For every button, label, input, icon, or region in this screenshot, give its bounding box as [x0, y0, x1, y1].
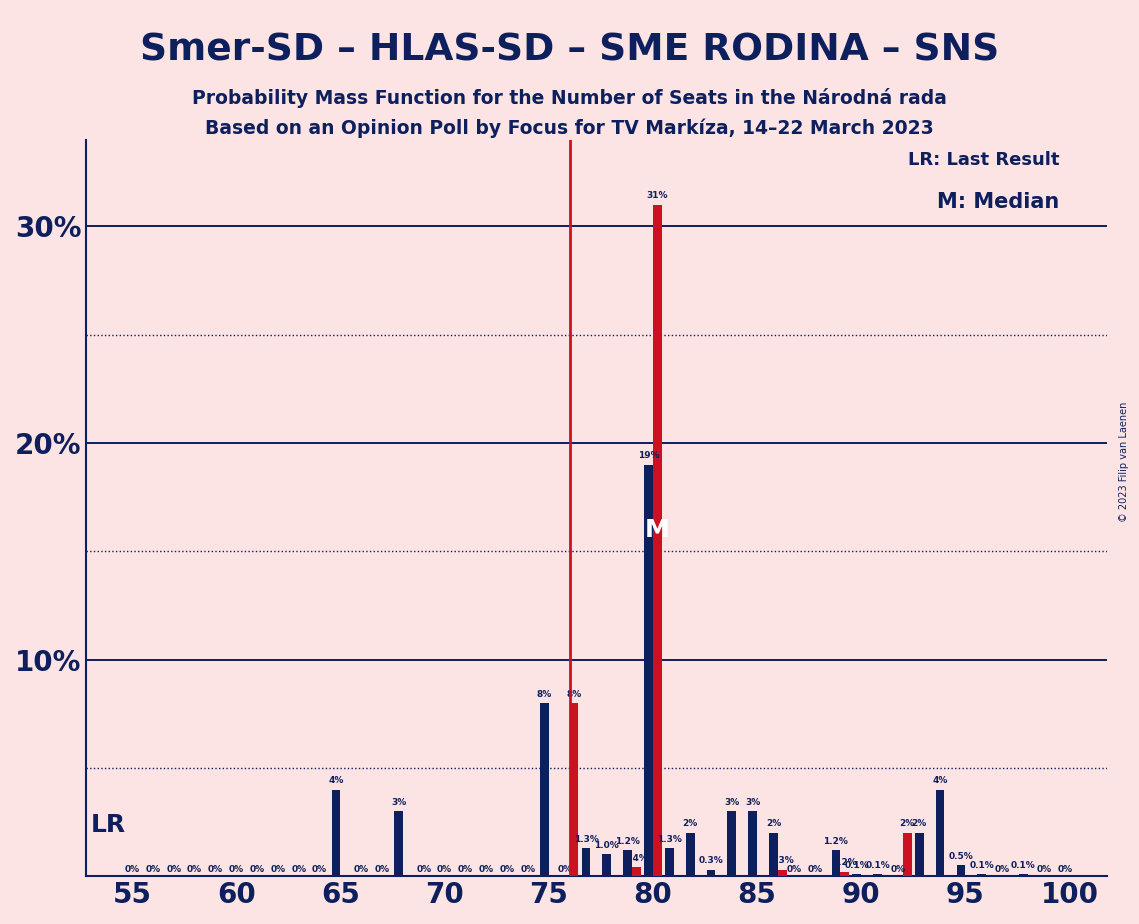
Text: 19%: 19% — [638, 451, 659, 460]
Bar — [570, 703, 579, 876]
Bar — [936, 789, 944, 876]
Text: 4%: 4% — [933, 776, 948, 785]
Bar — [874, 874, 882, 876]
Bar — [632, 868, 641, 876]
Text: 2%: 2% — [765, 820, 781, 829]
Text: 0%: 0% — [187, 866, 203, 874]
Bar — [394, 811, 403, 876]
Text: 1.2%: 1.2% — [823, 837, 849, 845]
Bar — [915, 833, 924, 876]
Text: © 2023 Filip van Laenen: © 2023 Filip van Laenen — [1120, 402, 1129, 522]
Bar — [841, 872, 849, 876]
Bar — [778, 869, 787, 876]
Text: 0.1%: 0.1% — [1011, 860, 1035, 869]
Text: 2%: 2% — [911, 820, 927, 829]
Text: 0%: 0% — [124, 866, 140, 874]
Bar — [977, 874, 986, 876]
Text: 1.3%: 1.3% — [574, 834, 598, 844]
Bar — [331, 789, 341, 876]
Text: 0%: 0% — [521, 866, 535, 874]
Bar — [603, 855, 612, 876]
Text: 0%: 0% — [1036, 866, 1051, 874]
Text: 3%: 3% — [391, 797, 407, 807]
Text: 0%: 0% — [416, 866, 432, 874]
Text: 3%: 3% — [724, 797, 739, 807]
Bar — [1019, 874, 1027, 876]
Bar — [852, 874, 861, 876]
Text: 0.1%: 0.1% — [866, 860, 890, 869]
Bar — [540, 703, 549, 876]
Text: 31%: 31% — [647, 191, 667, 201]
Text: 0%: 0% — [146, 866, 161, 874]
Bar — [748, 811, 757, 876]
Text: 4%: 4% — [328, 776, 344, 785]
Text: 0%: 0% — [270, 866, 286, 874]
Text: Smer-SD – HLAS-SD – SME RODINA – SNS: Smer-SD – HLAS-SD – SME RODINA – SNS — [140, 32, 999, 68]
Text: 0%: 0% — [500, 866, 515, 874]
Bar — [706, 869, 715, 876]
Text: 0%: 0% — [787, 866, 802, 874]
Text: 3%: 3% — [745, 797, 760, 807]
Text: 0%: 0% — [1057, 866, 1073, 874]
Text: 0.5%: 0.5% — [949, 852, 974, 861]
Bar — [582, 848, 590, 876]
Text: 0%: 0% — [558, 866, 573, 874]
Text: 0%: 0% — [458, 866, 473, 874]
Bar — [957, 865, 965, 876]
Text: 2%: 2% — [682, 820, 698, 829]
Text: 0.3%: 0.3% — [770, 857, 795, 865]
Bar — [645, 465, 653, 876]
Text: 0%: 0% — [891, 866, 906, 874]
Text: Based on an Opinion Poll by Focus for TV Markíza, 14–22 March 2023: Based on an Opinion Poll by Focus for TV… — [205, 118, 934, 138]
Text: 0.3%: 0.3% — [698, 857, 723, 865]
Text: 0%: 0% — [437, 866, 452, 874]
Text: 0%: 0% — [995, 866, 1010, 874]
Bar — [903, 833, 911, 876]
Text: 0%: 0% — [354, 866, 369, 874]
Text: M: M — [645, 517, 670, 541]
Text: 8%: 8% — [566, 689, 582, 699]
Text: 1.3%: 1.3% — [657, 834, 682, 844]
Bar — [665, 848, 673, 876]
Bar — [686, 833, 695, 876]
Text: 0%: 0% — [292, 866, 306, 874]
Text: 1.2%: 1.2% — [615, 837, 640, 845]
Bar — [831, 850, 841, 876]
Text: 0%: 0% — [478, 866, 494, 874]
Text: Probability Mass Function for the Number of Seats in the Národná rada: Probability Mass Function for the Number… — [192, 88, 947, 108]
Text: 0.4%: 0.4% — [624, 854, 649, 863]
Text: LR: LR — [90, 813, 125, 837]
Text: LR: Last Result: LR: Last Result — [908, 151, 1059, 168]
Text: 0.1%: 0.1% — [969, 860, 994, 869]
Bar — [728, 811, 736, 876]
Text: 0%: 0% — [229, 866, 244, 874]
Text: 8%: 8% — [536, 689, 552, 699]
Text: 0.2%: 0.2% — [833, 858, 857, 868]
Bar — [653, 205, 662, 876]
Bar — [769, 833, 778, 876]
Text: M: Median: M: Median — [936, 191, 1059, 212]
Text: 0%: 0% — [808, 866, 822, 874]
Bar — [623, 850, 632, 876]
Text: 2%: 2% — [900, 820, 915, 829]
Text: 0.1%: 0.1% — [844, 860, 869, 869]
Text: 0%: 0% — [166, 866, 181, 874]
Text: 0%: 0% — [375, 866, 390, 874]
Text: 0%: 0% — [312, 866, 327, 874]
Text: 1.0%: 1.0% — [595, 841, 620, 850]
Text: 0%: 0% — [249, 866, 264, 874]
Text: 0%: 0% — [208, 866, 223, 874]
